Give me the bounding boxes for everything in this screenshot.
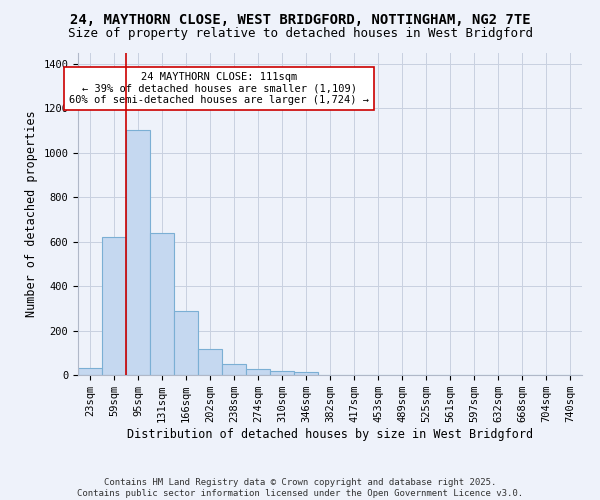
- Bar: [246, 370, 270, 375]
- Bar: [78, 368, 102, 375]
- Text: 24, MAYTHORN CLOSE, WEST BRIDGFORD, NOTTINGHAM, NG2 7TE: 24, MAYTHORN CLOSE, WEST BRIDGFORD, NOTT…: [70, 12, 530, 26]
- Bar: [294, 372, 318, 375]
- X-axis label: Distribution of detached houses by size in West Bridgford: Distribution of detached houses by size …: [127, 428, 533, 441]
- Y-axis label: Number of detached properties: Number of detached properties: [25, 110, 38, 317]
- Text: Size of property relative to detached houses in West Bridgford: Size of property relative to detached ho…: [67, 28, 533, 40]
- Bar: [150, 232, 174, 375]
- Bar: [126, 130, 150, 375]
- Bar: [102, 237, 126, 375]
- Text: 24 MAYTHORN CLOSE: 111sqm
← 39% of detached houses are smaller (1,109)
60% of se: 24 MAYTHORN CLOSE: 111sqm ← 39% of detac…: [69, 72, 369, 105]
- Bar: [222, 364, 246, 375]
- Bar: [270, 370, 294, 375]
- Bar: [198, 350, 222, 375]
- Bar: [174, 310, 198, 375]
- Text: Contains HM Land Registry data © Crown copyright and database right 2025.
Contai: Contains HM Land Registry data © Crown c…: [77, 478, 523, 498]
